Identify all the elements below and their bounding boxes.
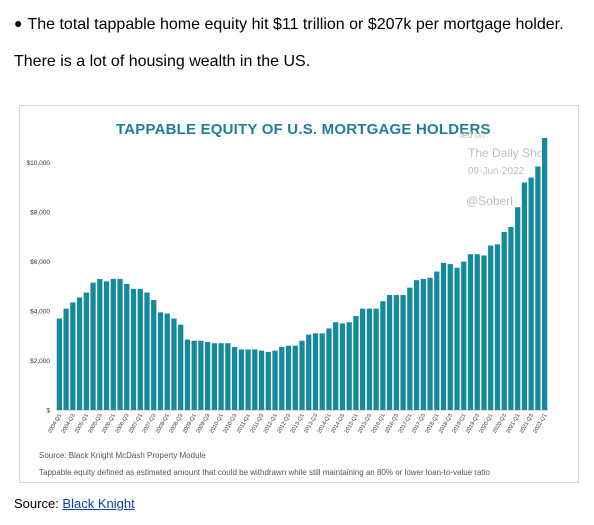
source-label: Source: [14,496,63,511]
bar-2014-Q1 [326,328,332,410]
y-tick-label: $2,000 [30,358,50,365]
bar-2006-Q1 [110,278,116,410]
bar-2010-Q2 [225,343,231,410]
bar-2016-Q3 [393,295,399,410]
source-line: Source: Black Knight [14,495,135,513]
bar-chart: $$2,000$4,000$6,000$8,000$10,0002004-Q12… [27,138,548,435]
bar-2005-Q2 [90,282,96,410]
bar-2012-Q1 [272,350,278,410]
bar-2019-Q2 [467,254,474,410]
y-tick-label: $ [46,408,50,415]
bar-2020-Q4 [508,227,514,410]
bar-2011-Q1 [245,349,251,410]
bar-2007-Q3 [151,299,157,410]
bar-2020-Q3 [501,231,507,410]
watermark-date: 09-Jun-2022 [468,166,525,177]
bar-2011-Q4 [265,351,271,410]
chart-image: TAPPABLE EQUITY OF U.S. MORTGAGE HOLDERS… [19,105,579,483]
bar-2008-Q1 [164,313,170,410]
bar-2004-Q4 [76,297,83,410]
bar-2017-Q2 [413,280,420,410]
bullet-text: The total tappable home equity hit $11 t… [27,16,564,33]
y-tick-label: $4,000 [30,309,50,316]
bar-2019-Q4 [481,255,487,410]
bar-2005-Q1 [83,292,89,410]
bar-2020-Q2 [494,244,501,410]
bar-2018-Q1 [434,271,440,410]
bar-2008-Q4 [184,339,191,410]
bar-2021-Q3 [528,177,534,410]
chart-source-note: Source: Black Knight McDash Property Mod… [39,451,206,460]
x-tick-label: 2022-Q1 [532,413,548,435]
bar-2009-Q4 [211,343,218,410]
bar-2006-Q4 [130,288,137,410]
bar-2007-Q1 [137,288,143,410]
bar-2008-Q3 [178,324,184,410]
bar-2007-Q4 [157,312,164,410]
bullet-point: ● The total tappable home equity hit $11 … [14,12,564,37]
bar-2016-Q4 [400,295,406,410]
bar-2004-Q1 [56,318,62,410]
bar-2009-Q1 [191,340,197,410]
bar-2021-Q2 [521,182,528,410]
bar-2013-Q2 [306,334,312,410]
chart-definition-note: Tappable equity defined as estimated amo… [39,468,490,477]
bar-2017-Q4 [427,277,433,410]
bar-2012-Q2 [279,346,285,410]
watermark-daily-shot: The Daily Shot [468,146,547,160]
bullet-icon: ● [14,15,23,31]
y-tick-label: $10,000 [27,160,51,167]
bar-2014-Q3 [339,323,346,410]
bar-2021-Q4 [535,166,541,410]
bar-2018-Q2 [440,262,447,410]
intro-text: There is a lot of housing wealth in the … [14,53,311,70]
bar-2018-Q3 [447,264,453,410]
bar-2020-Q1 [488,245,494,410]
bar-2004-Q2 [63,308,69,410]
bar-2011-Q3 [258,350,265,410]
bar-2006-Q3 [124,283,130,410]
bar-2013-Q4 [319,333,325,410]
bar-2015-Q2 [360,308,366,410]
bar-2017-Q3 [420,278,426,410]
bar-2004-Q3 [70,302,76,410]
bar-2019-Q1 [461,261,467,410]
bar-2014-Q2 [333,322,339,410]
bar-2015-Q4 [373,308,379,410]
y-tick-label: $6,000 [30,259,50,266]
bar-2010-Q4 [238,349,244,410]
bar-2017-Q1 [407,287,413,410]
bar-2005-Q4 [103,281,110,410]
bar-2014-Q4 [346,322,352,410]
bar-2016-Q1 [380,301,386,410]
bar-2015-Q1 [353,316,359,410]
bar-2015-Q3 [366,308,373,410]
bar-2013-Q3 [312,333,319,410]
bar-2009-Q3 [205,342,211,410]
y-tick-label: $8,000 [30,210,50,217]
bar-2009-Q2 [198,340,204,410]
bar-2005-Q3 [97,278,103,410]
bar-2010-Q1 [218,343,224,410]
bar-2019-Q3 [474,254,480,410]
bar-2012-Q4 [292,345,298,410]
bar-2007-Q2 [144,292,150,410]
bar-2011-Q2 [252,349,258,410]
black-knight-link[interactable]: Black Knight [62,496,135,511]
bar-2006-Q2 [117,278,123,410]
bar-2012-Q3 [285,345,292,410]
watermark-posted: ted on [460,130,486,140]
bar-2016-Q2 [386,295,393,410]
watermark-handle: @Soberl [466,194,513,208]
bar-2021-Q1 [515,207,521,410]
bar-2008-Q2 [171,318,177,410]
bar-2013-Q1 [299,340,305,410]
chart-title: TAPPABLE EQUITY OF U.S. MORTGAGE HOLDERS [116,121,491,138]
bar-2018-Q4 [454,267,460,410]
bar-2010-Q3 [231,346,238,410]
bar-2022-Q1 [542,138,548,410]
